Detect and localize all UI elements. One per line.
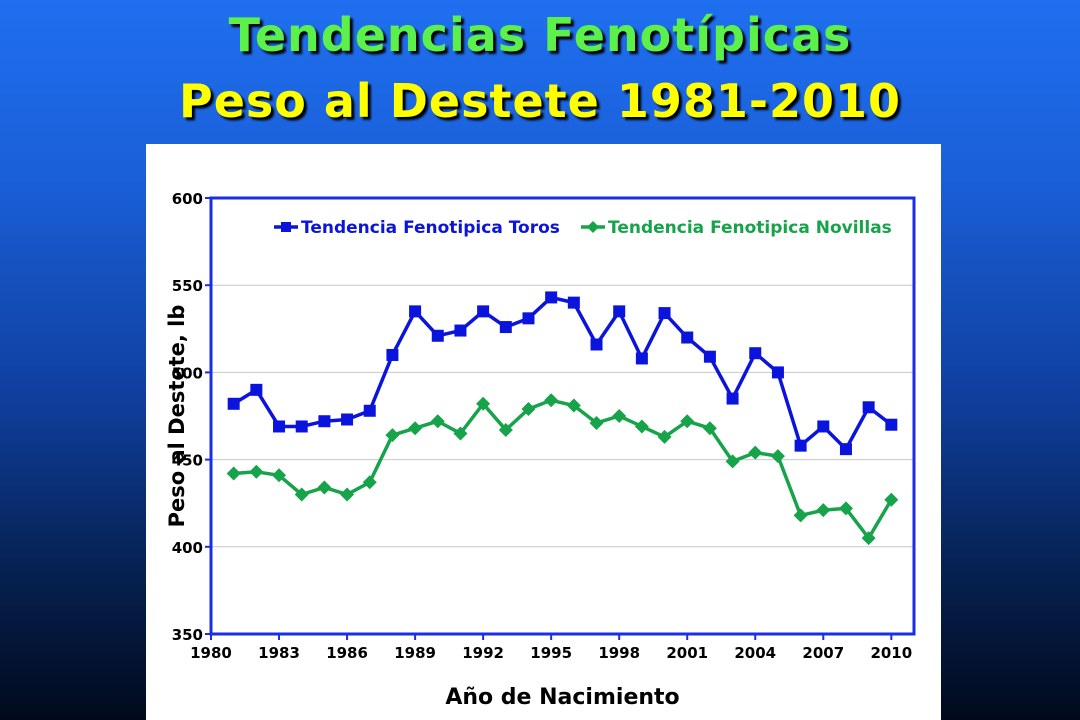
data-point-novillas [680,414,695,429]
x-tick-label: 2001 [666,644,708,662]
x-tick-label: 1980 [190,644,232,662]
plot-frame [209,196,916,636]
x-tick-label: 1992 [462,644,504,662]
data-point-toros [703,350,716,363]
y-tick-label: 450 [172,452,203,470]
data-point-toros [862,401,875,414]
data-point-toros [613,305,626,318]
y-tick-label: 350 [172,626,203,644]
data-point-novillas [884,492,899,507]
x-tick-label: 2004 [734,644,776,662]
data-point-novillas [748,445,763,460]
legend-marker-toros [281,222,291,232]
x-tick-label: 1986 [326,644,368,662]
data-point-novillas [702,421,717,436]
data-point-novillas [226,466,241,481]
legend-marker-novillas [587,221,599,233]
data-point-toros [250,383,263,396]
data-point-novillas [770,449,785,464]
data-point-toros [454,324,467,337]
data-point-novillas [816,503,831,518]
data-point-toros [431,329,444,342]
data-point-toros [681,331,694,344]
data-point-novillas [838,501,853,516]
data-point-toros [545,291,558,304]
data-point-toros [227,397,240,410]
x-tick-label: 2010 [870,644,912,662]
data-point-novillas [861,531,876,546]
slide-subtitle: Peso al Destete 1981-2010 [178,74,902,128]
data-point-toros [839,443,852,456]
data-point-novillas [544,393,559,408]
data-point-toros [771,366,784,379]
data-point-novillas [385,428,400,443]
data-point-novillas [408,421,423,436]
slide-title: Tendencias Fenotípicas [228,8,852,62]
data-point-toros [341,413,354,426]
data-point-toros [817,420,830,433]
chart-panel: 350 400 450 500 550 600 1980 1983 1986 1989 1992 19… [146,144,941,720]
x-tick-label: 1989 [394,644,436,662]
data-point-novillas [294,487,309,502]
data-point-toros [522,312,535,325]
data-point-toros [386,348,399,361]
data-point-novillas [430,414,445,429]
data-point-toros [499,321,512,334]
data-point-toros [363,404,376,417]
data-point-toros [295,420,308,433]
y-tick-label: 600 [172,190,203,208]
data-point-toros [273,420,286,433]
data-point-toros [409,305,422,318]
y-tick-label: 500 [172,364,203,382]
y-tick-label: 550 [172,277,203,295]
data-point-toros [318,415,331,428]
data-point-toros [726,392,739,405]
y-axis-title: Peso al Destete, lb [165,305,189,528]
data-point-novillas [476,396,491,411]
x-axis-title: Año de Nacimiento [445,685,679,710]
data-point-novillas [657,429,672,444]
data-point-toros [885,418,898,431]
data-point-toros [658,307,671,320]
data-point-novillas [725,454,740,469]
x-tick-label: 1995 [530,644,572,662]
data-point-toros [794,439,807,452]
data-point-novillas [793,508,808,523]
data-point-novillas [362,475,377,490]
x-tick-label: 1983 [258,644,300,662]
data-point-novillas [498,422,513,437]
x-tick-label: 1998 [598,644,640,662]
data-point-novillas [453,426,468,441]
y-tick-label: 400 [172,539,203,557]
data-point-toros [590,338,603,351]
data-point-toros [567,296,580,309]
series-line-1 [232,295,893,451]
data-point-novillas [272,468,287,483]
line-chart: 350 400 450 500 550 600 1980 1983 1986 1989 1992 19… [165,190,916,710]
data-point-toros [749,347,762,360]
legend-label-2: Tendencia Fenotipica Novillas [608,218,892,238]
data-point-toros [635,352,648,365]
data-point-novillas [612,409,627,423]
data-point-novillas [589,415,604,430]
data-point-novillas [249,464,264,479]
data-point-toros [477,305,490,318]
data-point-novillas [566,398,581,413]
data-point-novillas [317,480,332,495]
data-point-novillas [634,419,649,434]
legend-label-1: Tendencia Fenotipica Toros [301,218,560,238]
x-tick-label: 2007 [802,644,844,662]
data-point-novillas [521,402,536,417]
data-point-novillas [340,487,355,502]
